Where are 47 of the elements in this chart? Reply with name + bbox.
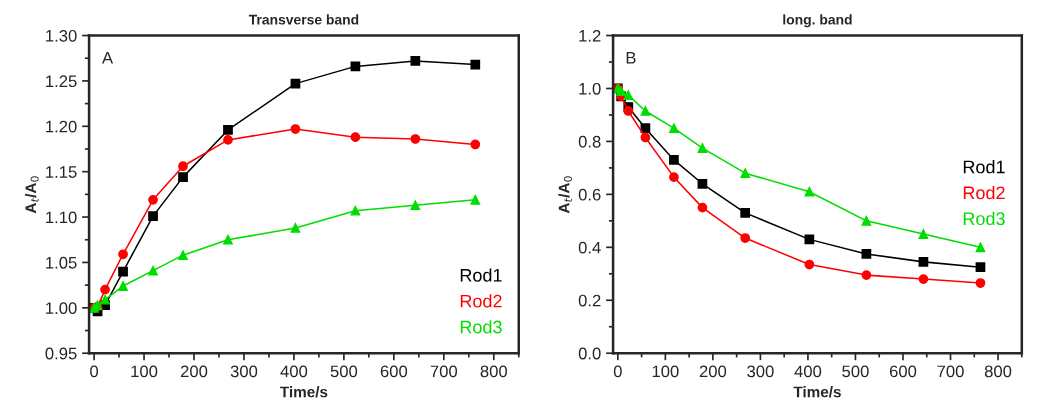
y-tick-label: 0.95	[45, 347, 77, 360]
x-tick-label: 800	[984, 365, 1012, 378]
text: Rod2	[963, 185, 1005, 200]
x-tick-label: 400	[794, 365, 822, 378]
x-tick-label: 600	[889, 365, 917, 378]
x-tick-label: 100	[131, 365, 158, 378]
annotation: B	[626, 52, 636, 64]
text: Rod1	[963, 160, 1005, 174]
x-tick-label: 600	[380, 365, 408, 378]
x-tick-label: 400	[280, 365, 308, 378]
x-tick-label: 700	[430, 365, 458, 378]
y-tick-label: 0.8	[578, 135, 601, 148]
x-axis-title: Time/s	[280, 386, 328, 398]
y-tick-label: 1.25	[46, 75, 77, 88]
y-tick-label: 1.0	[579, 82, 601, 95]
chart-title: Transverse band	[248, 14, 359, 25]
x-tick-label: 0	[613, 365, 622, 378]
x-tick-label: 200	[699, 365, 727, 378]
x-axis-title: Time/s	[793, 386, 841, 398]
y-axis-title: A$_{t}$/A$_{0}$	[24, 176, 39, 214]
x-tick-label: 300	[747, 365, 774, 378]
y-tick-label: 1.20	[46, 120, 77, 133]
x-tick-label: 200	[180, 365, 208, 378]
y-tick-label: 0.4	[578, 241, 601, 254]
annotation: A	[102, 52, 114, 64]
x-tick-label: 100	[652, 365, 679, 378]
text: Rod3	[460, 320, 502, 334]
y-tick-label: 1.00	[46, 302, 77, 315]
x-tick-label: 700	[937, 365, 964, 378]
y-tick-label: 0.0	[578, 347, 601, 360]
y-axis-title: A$_{t}$/A$_{0}$	[558, 176, 572, 214]
x-tick-label: 800	[480, 365, 508, 378]
y-tick-label: 0.6	[578, 188, 601, 201]
series-label: Rod3	[963, 211, 1005, 226]
chart-title: long. band	[783, 14, 852, 28]
y-tick-label: 1.10	[46, 211, 77, 224]
x-tick-label: 500	[842, 365, 869, 378]
y-tick-label: 1.15	[46, 166, 77, 178]
text: Rod2	[460, 294, 502, 308]
y-tick-label: 1.2	[579, 29, 601, 42]
y-tick-label: 1.30	[46, 29, 77, 42]
x-tick-label: 0	[90, 365, 99, 378]
y-tick-label: 1.05	[46, 256, 77, 269]
text: Rod1	[460, 268, 502, 282]
x-tick-label: 500	[330, 365, 358, 378]
x-tick-label: 300	[230, 365, 258, 378]
y-tick-label: 0.2	[578, 294, 601, 307]
